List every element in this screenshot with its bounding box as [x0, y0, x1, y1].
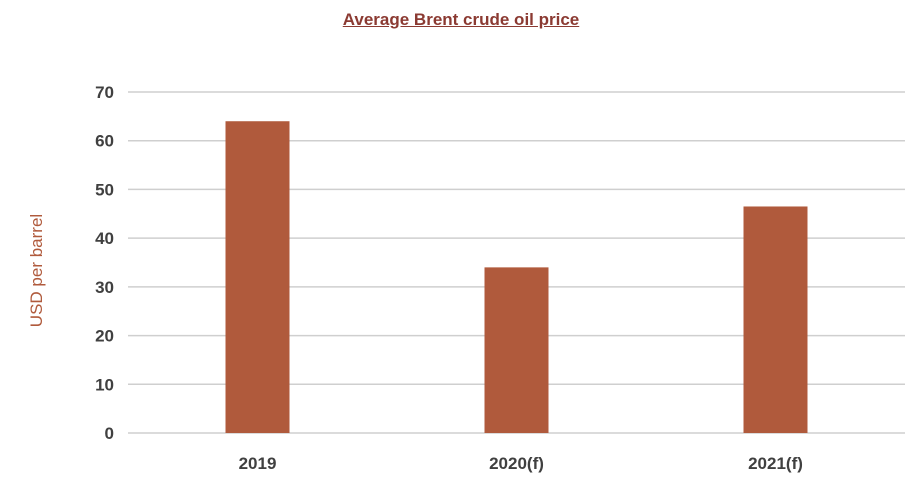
- bar-2021(f): [743, 206, 808, 433]
- y-tick-label: 20: [95, 327, 114, 346]
- bar-2020(f): [484, 267, 549, 433]
- y-tick-label: 10: [95, 375, 114, 394]
- y-axis-ticks: 0 10 20 30 40 50 60 70: [95, 83, 114, 443]
- x-tick-label: 2021(f): [748, 454, 803, 473]
- x-axis-ticks: 2019 2020(f) 2021(f): [239, 454, 803, 473]
- y-tick-label: 50: [95, 180, 114, 199]
- x-tick-label: 2019: [239, 454, 277, 473]
- x-tick-label: 2020(f): [489, 454, 544, 473]
- y-tick-label: 30: [95, 278, 114, 297]
- chart-title: Average Brent crude oil price: [342, 10, 580, 29]
- y-tick-label: 40: [95, 229, 114, 248]
- y-tick-label: 60: [95, 132, 114, 151]
- y-axis-label: USD per barrel: [27, 214, 46, 327]
- y-tick-label: 0: [105, 424, 114, 443]
- bars: [225, 121, 808, 433]
- y-tick-label: 70: [95, 83, 114, 102]
- bar-2019: [225, 121, 290, 433]
